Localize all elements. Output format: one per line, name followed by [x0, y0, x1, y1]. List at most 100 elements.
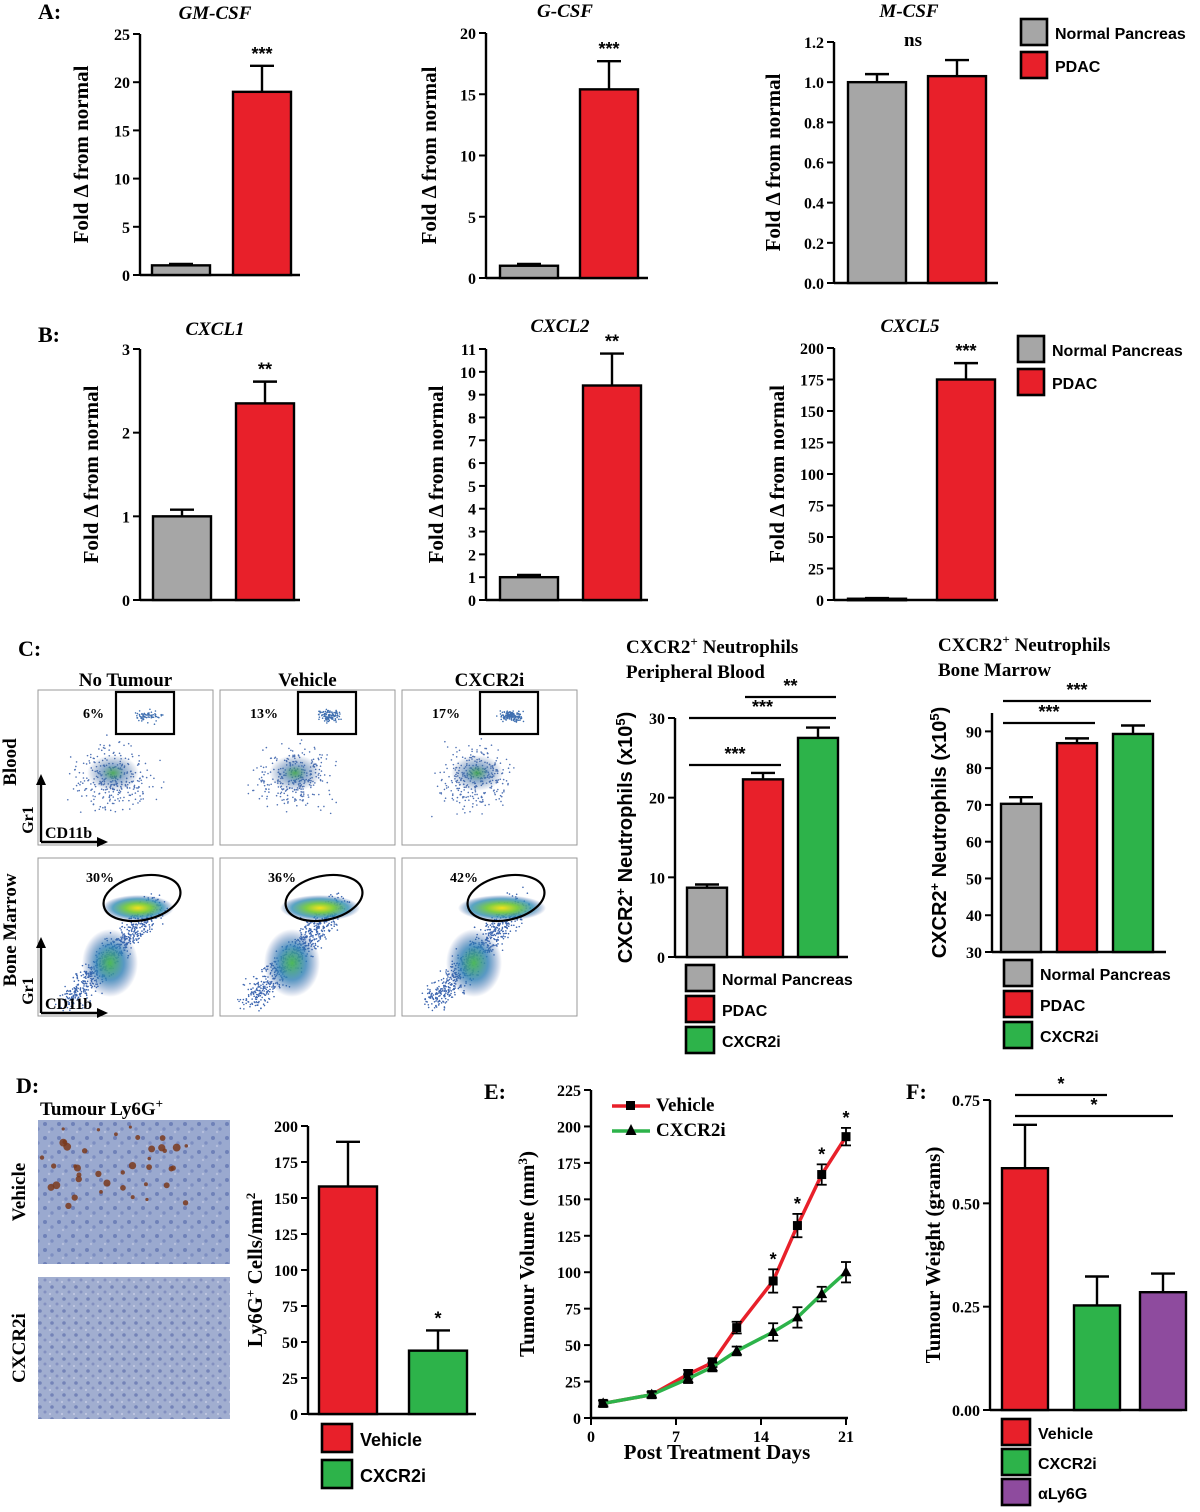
y-axis-label: Fold Δ from normal	[79, 385, 103, 563]
histology-stained-cell	[170, 1165, 176, 1171]
y-tick-label: 1.2	[804, 35, 824, 52]
histology-stained-cell	[128, 1161, 137, 1170]
y-tick-label: 50	[966, 871, 982, 888]
histology-stained-cell	[52, 1181, 61, 1190]
y-tick-label: 10	[460, 149, 476, 166]
flow-column-label: No Tumour	[79, 670, 173, 691]
legend-swatch	[1019, 17, 1049, 47]
y-tick-label: 50	[565, 1338, 581, 1355]
significance-label: *	[1090, 1095, 1097, 1115]
bar-pdac	[935, 378, 997, 602]
histology-stained-cell	[95, 1170, 102, 1178]
bar-normal-pancreas	[150, 264, 212, 277]
legend-c1: Normal Pancreas PDAC CXCR2i	[684, 963, 853, 1055]
y-tick-label: 15	[114, 123, 130, 140]
histology-row-label: CXCR2i	[9, 1313, 30, 1383]
flow-population	[82, 929, 138, 997]
bar-pdac	[231, 90, 293, 277]
y-tick-label: 20	[460, 26, 476, 43]
y-tick-label: 0	[468, 271, 476, 288]
data-point	[840, 1266, 852, 1277]
histology-stained-cell	[146, 1164, 152, 1170]
y-tick-label: 9	[468, 388, 476, 405]
y-tick-label: 0.25	[952, 1300, 980, 1317]
flow-population	[102, 895, 174, 921]
histology-stained-cell	[71, 1194, 78, 1201]
legend-label: CXCR2i	[656, 1120, 726, 1141]
histology-stained-cell	[145, 1197, 149, 1202]
y-tick-label: 100	[274, 1263, 298, 1280]
legend-label: CXCR2i	[360, 1466, 426, 1486]
flow-population	[458, 895, 546, 921]
y-axis-label: Ly6G+ Cells/mm2	[243, 1193, 268, 1348]
y-tick-label: 0.0	[804, 276, 824, 293]
y-tick-label: 2	[468, 547, 476, 564]
x-tick-label: 0	[587, 1429, 595, 1446]
flow-axis-arrow	[36, 937, 46, 948]
histology-stained-cell	[163, 1182, 170, 1189]
bar-normal-pancreas	[151, 515, 213, 602]
y-tick-label: 75	[282, 1299, 298, 1316]
histology-stained-cell	[143, 1182, 148, 1187]
y-tick-label: 50	[808, 530, 824, 547]
histology-stained-cell	[158, 1144, 166, 1152]
chart-title: CXCL2	[530, 316, 590, 337]
y-tick-label: 10	[114, 172, 130, 189]
histology-stained-cell	[103, 1179, 111, 1187]
y-tick-label: 5	[468, 479, 476, 496]
chart-subtitle: Peripheral Blood	[626, 662, 765, 683]
y-tick-label: 1.0	[804, 75, 824, 92]
data-point	[732, 1323, 742, 1333]
histology-stained-cell	[148, 1145, 156, 1153]
panel-label: B:	[38, 322, 60, 347]
bar--ly6g	[1138, 1290, 1188, 1412]
bar-pdac	[578, 88, 640, 280]
y-tick-label: 125	[800, 436, 824, 453]
data-point	[767, 1325, 779, 1336]
legend-swatch	[684, 994, 716, 1024]
flow-population	[87, 755, 139, 791]
y-tick-label: 80	[966, 761, 982, 778]
legend-e: Vehicle CXCR2i	[612, 1095, 726, 1141]
y-tick-label: 1	[468, 570, 476, 587]
significance-label: ***	[1066, 680, 1087, 700]
flow-row-label: Bone Marrow	[0, 873, 21, 986]
flow-gate-box	[114, 690, 176, 736]
panel-label: D:	[16, 1073, 39, 1098]
y-tick-label: 0	[573, 1411, 581, 1428]
legend-swatch	[1016, 367, 1046, 397]
chart-title: M-CSF	[878, 1, 938, 22]
y-tick-label: 225	[557, 1083, 581, 1100]
panel-label: C:	[18, 636, 41, 661]
y-tick-label: 200	[557, 1119, 581, 1136]
significance-label: **	[783, 676, 797, 696]
y-axis-label: Fold Δ from normal	[424, 385, 448, 563]
y-tick-label: 10	[649, 870, 665, 887]
histology-stained-cell	[184, 1144, 189, 1148]
y-tick-label: 0.4	[804, 196, 824, 213]
histology-stained-cell	[114, 1132, 118, 1137]
histology-stained-cell	[96, 1128, 101, 1132]
y-tick-label: 5	[122, 220, 130, 237]
legend-swatch	[1002, 1020, 1034, 1050]
histology-image-vehicle	[38, 1120, 230, 1264]
histology-stained-cell	[130, 1195, 135, 1200]
significance-label: ***	[955, 341, 976, 361]
significance-label: **	[258, 360, 272, 380]
histology-stained-cell	[61, 1127, 65, 1131]
y-tick-label: 1	[122, 509, 130, 526]
y-axis-label: Tumour Volume (mm3)	[515, 1151, 540, 1357]
significance-label: *	[1057, 1074, 1064, 1094]
flow-cytometry-panel: No Tumour Vehicle CXCR2i Blood Bone Marrow 6%…	[0, 670, 578, 1018]
y-tick-label: 25	[282, 1371, 298, 1388]
legend-label: Vehicle	[656, 1095, 714, 1116]
histology-stained-cell	[81, 1148, 88, 1154]
histology-stained-cell	[128, 1125, 132, 1129]
chart-a2: 0 5 10 15 20 ***G-CSF Fold Δ from normal	[417, 1, 648, 288]
bar-vehicle	[317, 1185, 379, 1416]
y-tick-label: 0.00	[952, 1403, 980, 1420]
y-tick-label: 25	[114, 27, 130, 44]
y-axis-label: Fold Δ from normal	[765, 385, 789, 563]
flow-gate-box	[478, 690, 540, 736]
y-tick-label: 125	[557, 1229, 581, 1246]
